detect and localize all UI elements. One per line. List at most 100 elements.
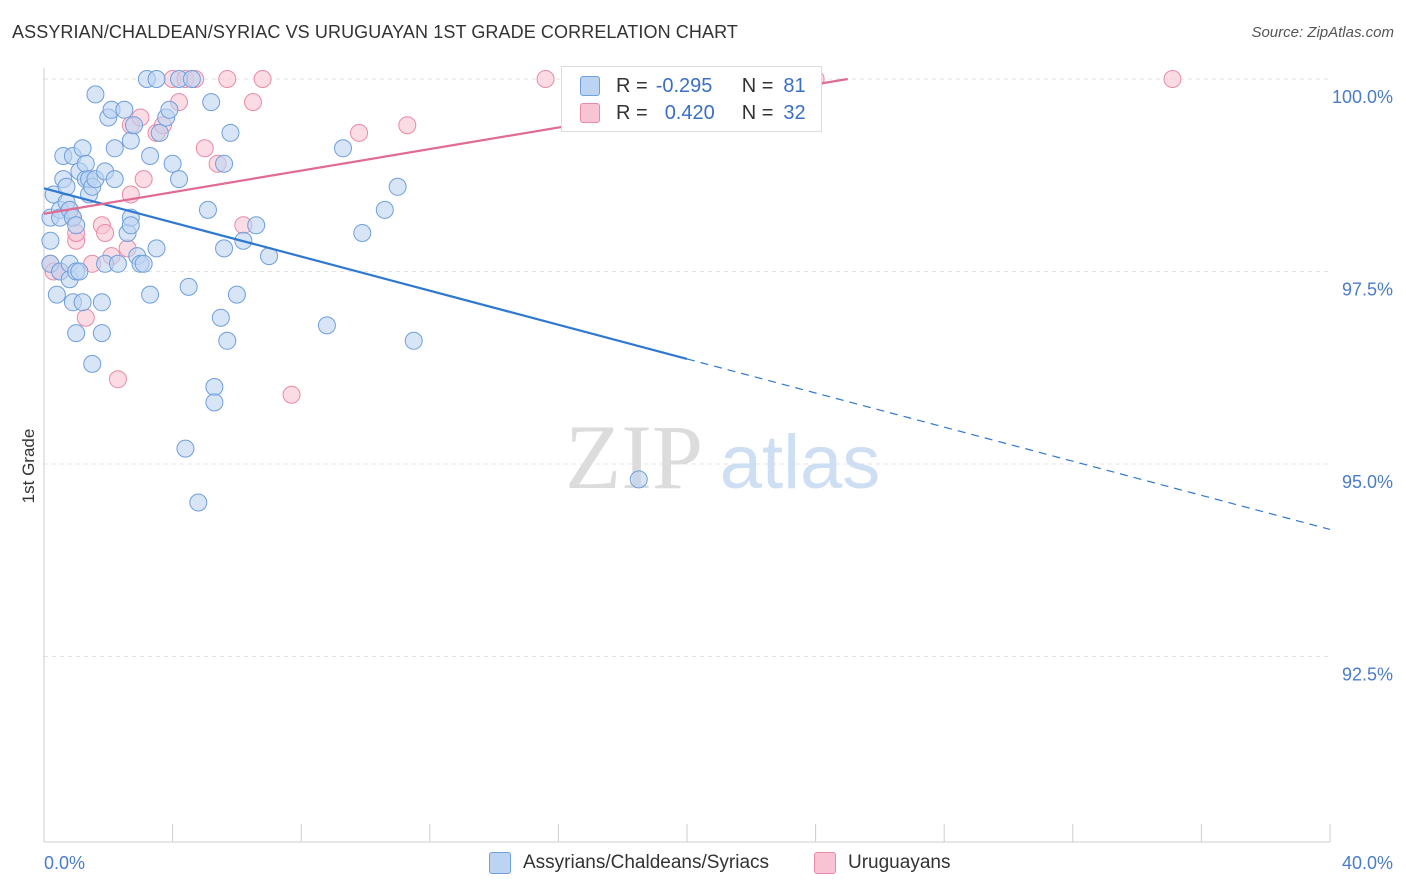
assyrian-points [41, 70, 648, 512]
legend-n-value: 81 [783, 74, 806, 97]
y-tick-label: 100.0% [1332, 87, 1393, 107]
assyrian-point [141, 285, 160, 304]
uruguayan-point [195, 139, 214, 158]
assyrian-point [202, 93, 221, 112]
legend-r-value: 0.420 [664, 101, 715, 124]
assyrian-point [215, 239, 234, 258]
assyrian-point [125, 116, 144, 135]
legend-r-value: -0.295 [655, 74, 713, 97]
legend-row-uruguayan: R = 0.420 N = 32 [580, 101, 806, 125]
watermark-zip: ZIP [565, 406, 703, 508]
assyrian-point [333, 139, 352, 158]
legend-row-assyrian: R = -0.295 N = 81 [580, 74, 806, 98]
assyrian-point [121, 131, 140, 150]
assyrian-point [92, 324, 111, 343]
assyrian-point [92, 293, 111, 312]
assyrian-point [218, 331, 237, 350]
assyrian-point [147, 239, 166, 258]
series-legend-assyrian: Assyrians/Chaldeans/Syriacs [489, 852, 769, 874]
uruguayan-point [1163, 70, 1182, 88]
x-tick-label: 0.0% [44, 853, 85, 873]
x-tick-labels: 0.0% 40.0% [44, 853, 1393, 873]
assyrian-point [182, 70, 201, 88]
assyrian-point [198, 200, 217, 219]
uruguayan-point [218, 70, 237, 88]
assyrian-point [73, 139, 92, 158]
uruguayan-point [398, 116, 417, 135]
uruguayan-point [76, 308, 95, 327]
assyrian-point [83, 354, 102, 373]
uruguayan-point [350, 123, 369, 142]
y-tick-label: 95.0% [1342, 472, 1393, 492]
legend-r-label: R = [616, 74, 648, 97]
assyrian-point [67, 324, 86, 343]
legend-n-label: N = [741, 101, 774, 124]
assyrian-point [73, 293, 92, 312]
series-swatch-blue [489, 852, 511, 874]
series-legend-label: Uruguayans [848, 852, 951, 873]
uruguayan-point [108, 370, 127, 389]
chart-title: ASSYRIAN/CHALDEAN/SYRIAC VS URUGUAYAN 1S… [12, 22, 738, 42]
gridlines [44, 78, 1330, 657]
assyrian-point [150, 123, 169, 142]
assyrian-point [147, 70, 166, 88]
uruguayan-point [282, 385, 301, 404]
assyrian-point [105, 170, 124, 189]
legend-r-label: R = [616, 101, 648, 124]
assyrian-point [317, 316, 336, 335]
assyrian-point [134, 254, 153, 273]
legend-n-label: N = [741, 74, 774, 97]
uruguayan-point [96, 224, 115, 242]
legend-swatch-pink [580, 103, 600, 123]
series-legend: Assyrians/Chaldeans/Syriacs Uruguayans [0, 852, 1406, 878]
watermark: ZIP atlas [565, 406, 880, 508]
assyrian-point [47, 285, 66, 304]
series-legend-uruguayan: Uruguayans [814, 852, 950, 874]
assyrian-point [189, 493, 208, 512]
assyrian-point [629, 470, 648, 489]
assyrian-point [375, 200, 394, 219]
assyrian-point [170, 170, 189, 189]
assyrian-point [353, 224, 372, 242]
assyrian-point [221, 123, 240, 142]
assyrian-point [115, 100, 134, 119]
legend-n-value: 32 [783, 101, 806, 124]
assyrian-point [160, 100, 179, 119]
assyrian-point [227, 285, 246, 304]
assyrian-point [86, 85, 105, 104]
watermark-atlas: atlas [720, 420, 881, 505]
assyrian-point [205, 393, 224, 412]
assyrian-point [105, 139, 124, 158]
uruguayan-point [134, 170, 153, 189]
series-legend-label: Assyrians/Chaldeans/Syriacs [523, 852, 770, 873]
uruguayan-point [243, 93, 262, 112]
assyrian-point [247, 216, 266, 235]
assyrian-point [211, 308, 230, 327]
correlation-legend: R = -0.295 N = 81 R = 0.420 N = 32 [561, 66, 822, 132]
assyrian-point [108, 254, 127, 273]
chart-source: Source: ZipAtlas.com [1251, 24, 1394, 41]
axes [43, 68, 1331, 843]
assyrian-point [176, 439, 195, 458]
assyrian-point [163, 154, 182, 173]
legend-swatch-blue [580, 76, 600, 96]
assyrian-point [70, 262, 89, 281]
uruguayan-point [536, 70, 555, 88]
y-tick-label: 97.5% [1342, 280, 1393, 300]
assyrian-point [76, 154, 95, 173]
assyrian-point [141, 147, 160, 165]
series-swatch-pink [814, 852, 836, 874]
assyrian-point [179, 277, 198, 296]
x-tick-label: 40.0% [1342, 853, 1393, 873]
assyrian-point [41, 231, 60, 250]
assyrian-point [121, 216, 140, 235]
y-tick-labels: 92.5% 95.0% 97.5% 100.0% [1332, 87, 1393, 685]
assyrian-point [215, 154, 234, 173]
assyrian-point [205, 378, 224, 396]
assyrian-point [404, 331, 423, 350]
y-tick-label: 92.5% [1342, 665, 1393, 685]
assyrian-trend-line [43, 187, 688, 360]
assyrian-point [388, 177, 407, 196]
assyrian-point [67, 216, 86, 235]
